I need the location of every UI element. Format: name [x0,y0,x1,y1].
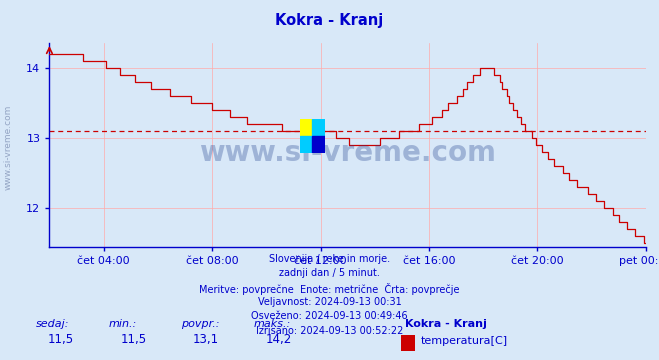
Text: min.:: min.: [109,319,137,329]
Text: Osveženo: 2024-09-13 00:49:46: Osveženo: 2024-09-13 00:49:46 [251,311,408,321]
Bar [300,136,312,153]
Text: 14,2: 14,2 [266,333,292,346]
Text: www.si-vreme.com: www.si-vreme.com [199,139,496,167]
Bar [312,136,325,153]
Text: 11,5: 11,5 [121,333,147,346]
Bar [300,119,312,136]
Text: sedaj:: sedaj: [36,319,70,329]
Text: temperatura[C]: temperatura[C] [420,336,507,346]
Text: www.si-vreme.com: www.si-vreme.com [3,105,13,190]
Text: Kokra - Kranj: Kokra - Kranj [275,13,384,28]
Text: Slovenija / reke in morje.: Slovenija / reke in morje. [269,254,390,264]
Text: Meritve: povprečne  Enote: metrične  Črta: povprečje: Meritve: povprečne Enote: metrične Črta:… [199,283,460,294]
Text: povpr.:: povpr.: [181,319,219,329]
Text: 13,1: 13,1 [193,333,219,346]
Bar [312,119,325,136]
Text: Izrisano: 2024-09-13 00:52:22: Izrisano: 2024-09-13 00:52:22 [256,326,403,336]
Text: Veljavnost: 2024-09-13 00:31: Veljavnost: 2024-09-13 00:31 [258,297,401,307]
Text: maks.:: maks.: [254,319,291,329]
Text: 11,5: 11,5 [48,333,74,346]
Text: Kokra - Kranj: Kokra - Kranj [405,319,487,329]
Text: zadnji dan / 5 minut.: zadnji dan / 5 minut. [279,268,380,278]
